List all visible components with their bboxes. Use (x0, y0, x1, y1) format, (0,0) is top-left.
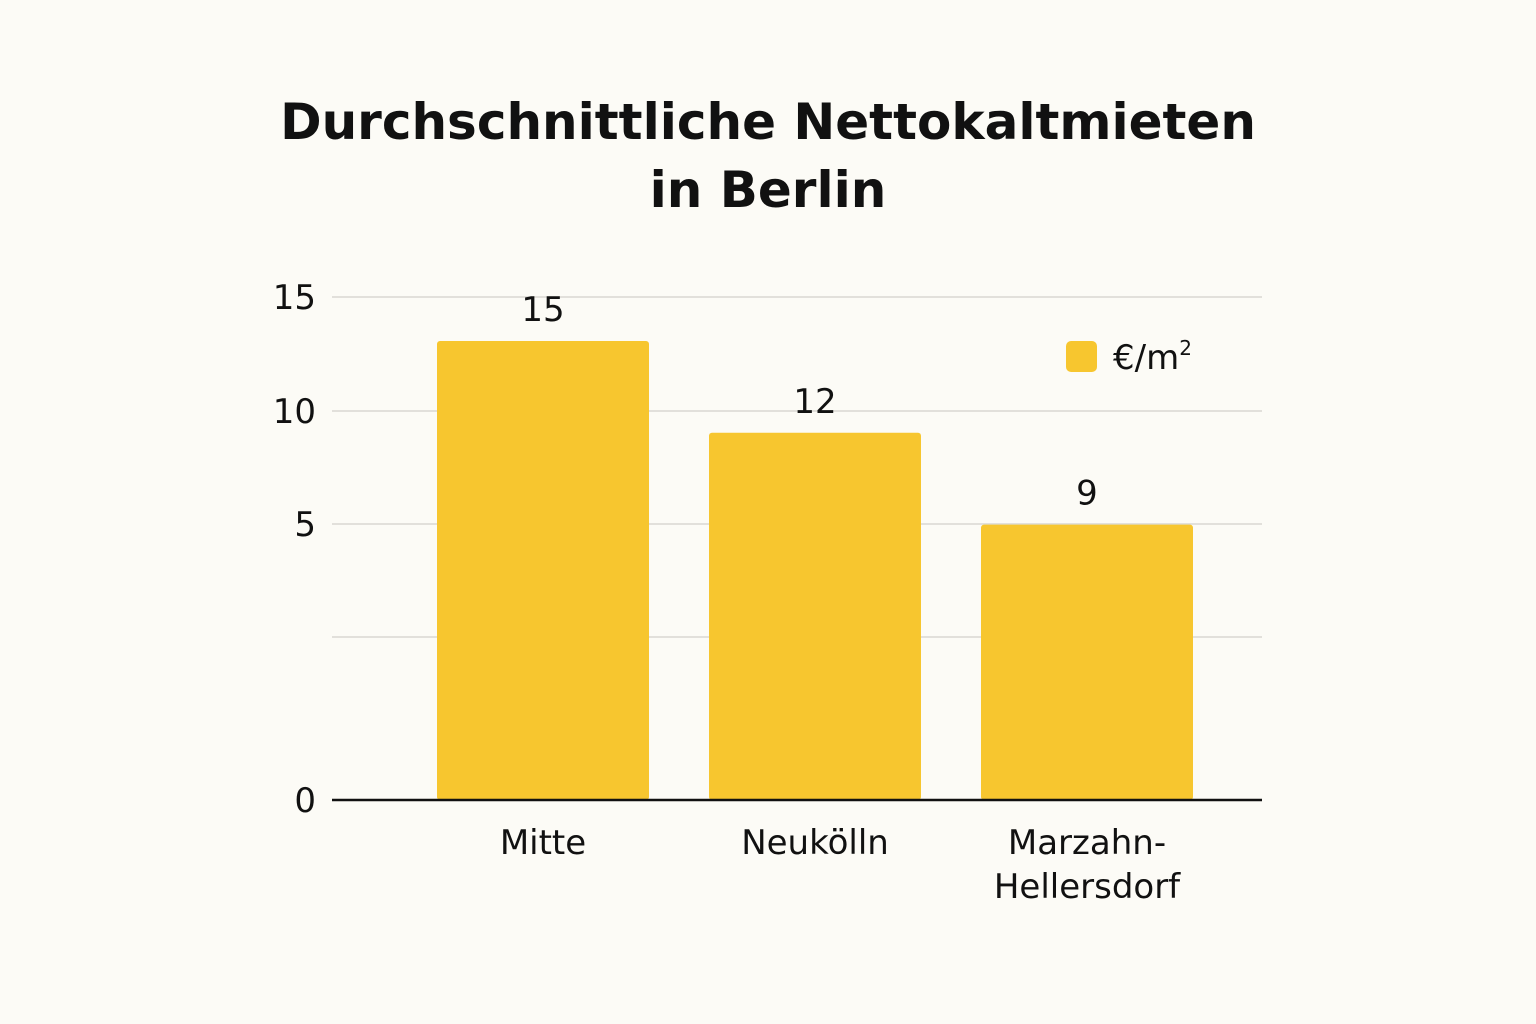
category-label-line: Mitte (500, 823, 586, 863)
category-label: Marzahn-Hellersdorf (994, 823, 1181, 907)
data-label: 9 (1076, 474, 1098, 514)
x-axis-categories: Mitte Neukölln Marzahn-Hellersdorf (500, 823, 1181, 907)
y-axis-ticks: 0 5 10 15 (273, 278, 316, 821)
y-tick-label: 10 (273, 392, 316, 432)
chart-title-line-2: in Berlin (649, 161, 887, 219)
legend-superscript: 2 (1179, 336, 1192, 360)
y-tick-label: 0 (294, 781, 316, 821)
y-tick-label: 15 (273, 278, 316, 318)
bar-mitte (437, 341, 649, 800)
category-label: Neukölln (741, 823, 889, 863)
category-label-line: Marzahn- (1008, 823, 1166, 863)
bar-marzahn-hellersdorf (981, 524, 1193, 800)
chart-title: Durchschnittliche Nettokaltmieten in Ber… (0, 88, 1536, 224)
data-label: 15 (521, 290, 564, 330)
chart-title-line-1: Durchschnittliche Nettokaltmieten (280, 93, 1256, 151)
data-label: 12 (793, 382, 836, 422)
bars (437, 341, 1193, 800)
data-labels: 15 12 9 (521, 290, 1097, 514)
category-label: Mitte (500, 823, 586, 863)
y-tick-label: 5 (294, 505, 316, 545)
legend-label: €/m2 (1113, 336, 1192, 378)
category-label-line: Hellersdorf (994, 867, 1181, 907)
legend-swatch (1066, 341, 1097, 372)
legend: €/m2 (1066, 336, 1192, 378)
bar-neukölln (709, 432, 921, 800)
category-label-line: Neukölln (741, 823, 889, 863)
